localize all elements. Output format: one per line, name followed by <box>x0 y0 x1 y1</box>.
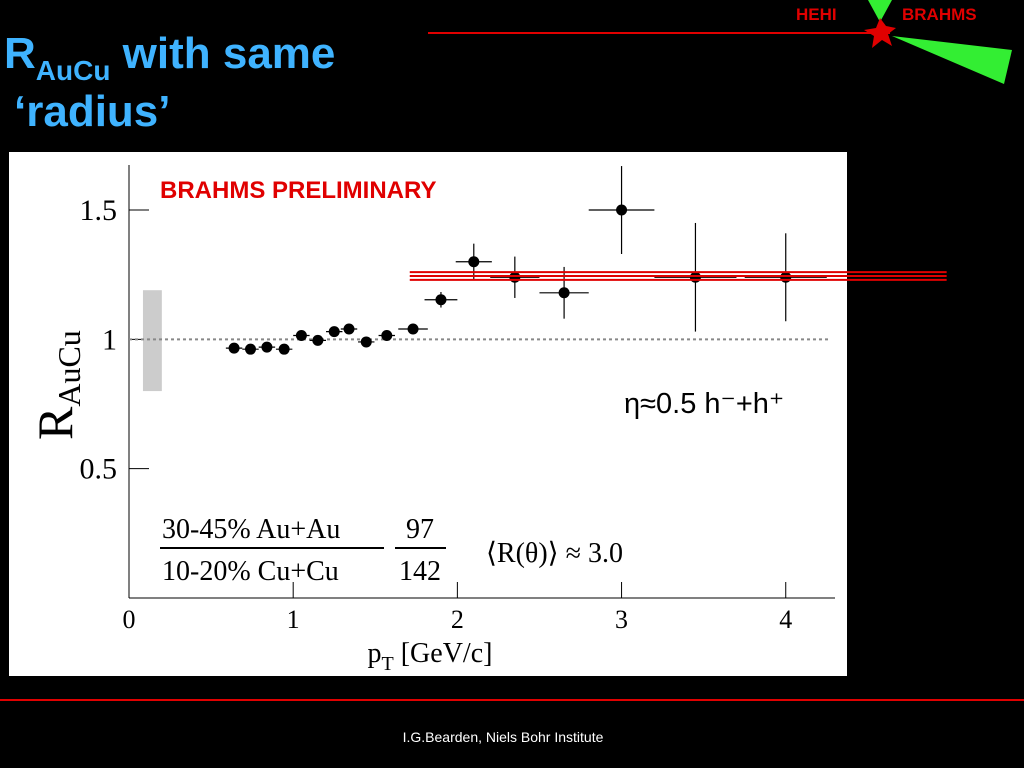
data-point <box>343 323 355 335</box>
data-point <box>360 336 372 348</box>
y-tick-label: 1 <box>102 323 117 356</box>
annotation: 30-45% Au+Au <box>162 514 340 545</box>
logo-burst <box>864 18 896 48</box>
data-point <box>312 334 324 346</box>
y-tick-label: 0.5 <box>80 453 118 486</box>
title-main: R <box>4 29 36 78</box>
y-axis-label: RAuCu <box>27 330 87 440</box>
annotation: 142 <box>399 556 441 587</box>
chart: BRAHMS PRELIMINARY η≈0.5 h⁻+h⁺ 30-45% Au… <box>9 152 947 676</box>
data-point <box>780 271 792 283</box>
logo-cone <box>892 36 1012 84</box>
data-point <box>468 256 480 268</box>
data-point <box>278 343 290 355</box>
data-point <box>295 329 307 341</box>
annotation: ⟨R(θ)⟩ ≈ 3.0 <box>486 538 623 569</box>
chart-background <box>9 152 847 676</box>
data-point <box>558 287 570 299</box>
data-point <box>509 271 521 283</box>
annotation: η≈0.5 h⁻+h⁺ <box>624 388 784 420</box>
y-label-main: R <box>27 406 83 440</box>
logo-cone <box>868 0 892 22</box>
data-point <box>244 343 256 355</box>
x-label-sub: T <box>382 653 394 675</box>
data-point <box>381 329 393 341</box>
annotation: BRAHMS PRELIMINARY <box>160 177 436 204</box>
x-axis-label: pT [GeV/c] <box>368 638 493 675</box>
data-point <box>435 294 447 306</box>
logo-left: HEHI <box>796 5 837 24</box>
y-label-sub: AuCu <box>51 330 87 406</box>
data-point <box>616 204 628 216</box>
data-point <box>328 326 340 338</box>
x-tick-label: 2 <box>451 605 464 634</box>
x-tick-label: 3 <box>615 605 628 634</box>
data-point <box>407 323 419 335</box>
title-sub: AuCu <box>36 55 111 86</box>
y-tick-label: 1.5 <box>80 194 118 227</box>
data-point <box>228 342 240 354</box>
footer: I.G.Bearden, Niels Bohr Institute <box>403 729 604 745</box>
data-point <box>261 341 273 353</box>
annotation: 97 <box>406 514 434 545</box>
data-point <box>689 271 701 283</box>
annotation: 10-20% Cu+Cu <box>162 556 339 587</box>
logo-right: BRAHMS <box>902 5 977 24</box>
x-label-rest: [GeV/c] <box>394 638 493 669</box>
x-tick-label: 1 <box>287 605 300 634</box>
title-line2: ‘radius’ <box>14 87 171 136</box>
title: RAuCu with same <box>4 29 335 86</box>
x-label-main: p <box>368 638 382 669</box>
normalization-box <box>142 290 162 392</box>
x-tick-label: 4 <box>779 605 792 634</box>
x-tick-label: 0 <box>123 605 136 634</box>
title-rest: with same <box>110 29 335 78</box>
